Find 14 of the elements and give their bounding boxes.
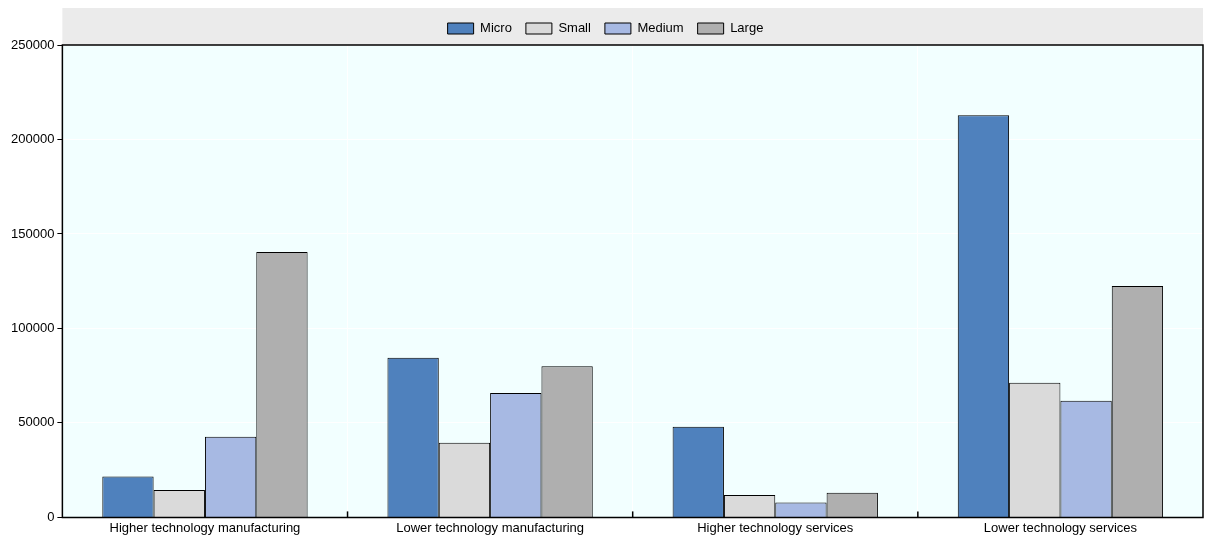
x-tick-label: Lower technology services bbox=[983, 519, 1138, 535]
legend-label: Medium bbox=[637, 20, 684, 36]
y-tick-label: 250000 bbox=[10, 36, 55, 52]
legend-label: Micro bbox=[480, 20, 512, 36]
x-tick-label: Higher technology manufacturing bbox=[109, 519, 301, 535]
legend-label: Small bbox=[558, 20, 592, 36]
legend-label: Large bbox=[730, 20, 764, 36]
y-tick-label: 100000 bbox=[10, 320, 55, 336]
y-tick-label: 0 bbox=[47, 508, 55, 524]
y-tick-label: 50000 bbox=[18, 414, 55, 430]
y-tick-label: 200000 bbox=[10, 131, 55, 147]
x-tick-label: Higher technology services bbox=[697, 519, 854, 535]
y-tick-label: 150000 bbox=[10, 225, 55, 241]
x-tick-label: Lower technology manufacturing bbox=[396, 519, 585, 535]
